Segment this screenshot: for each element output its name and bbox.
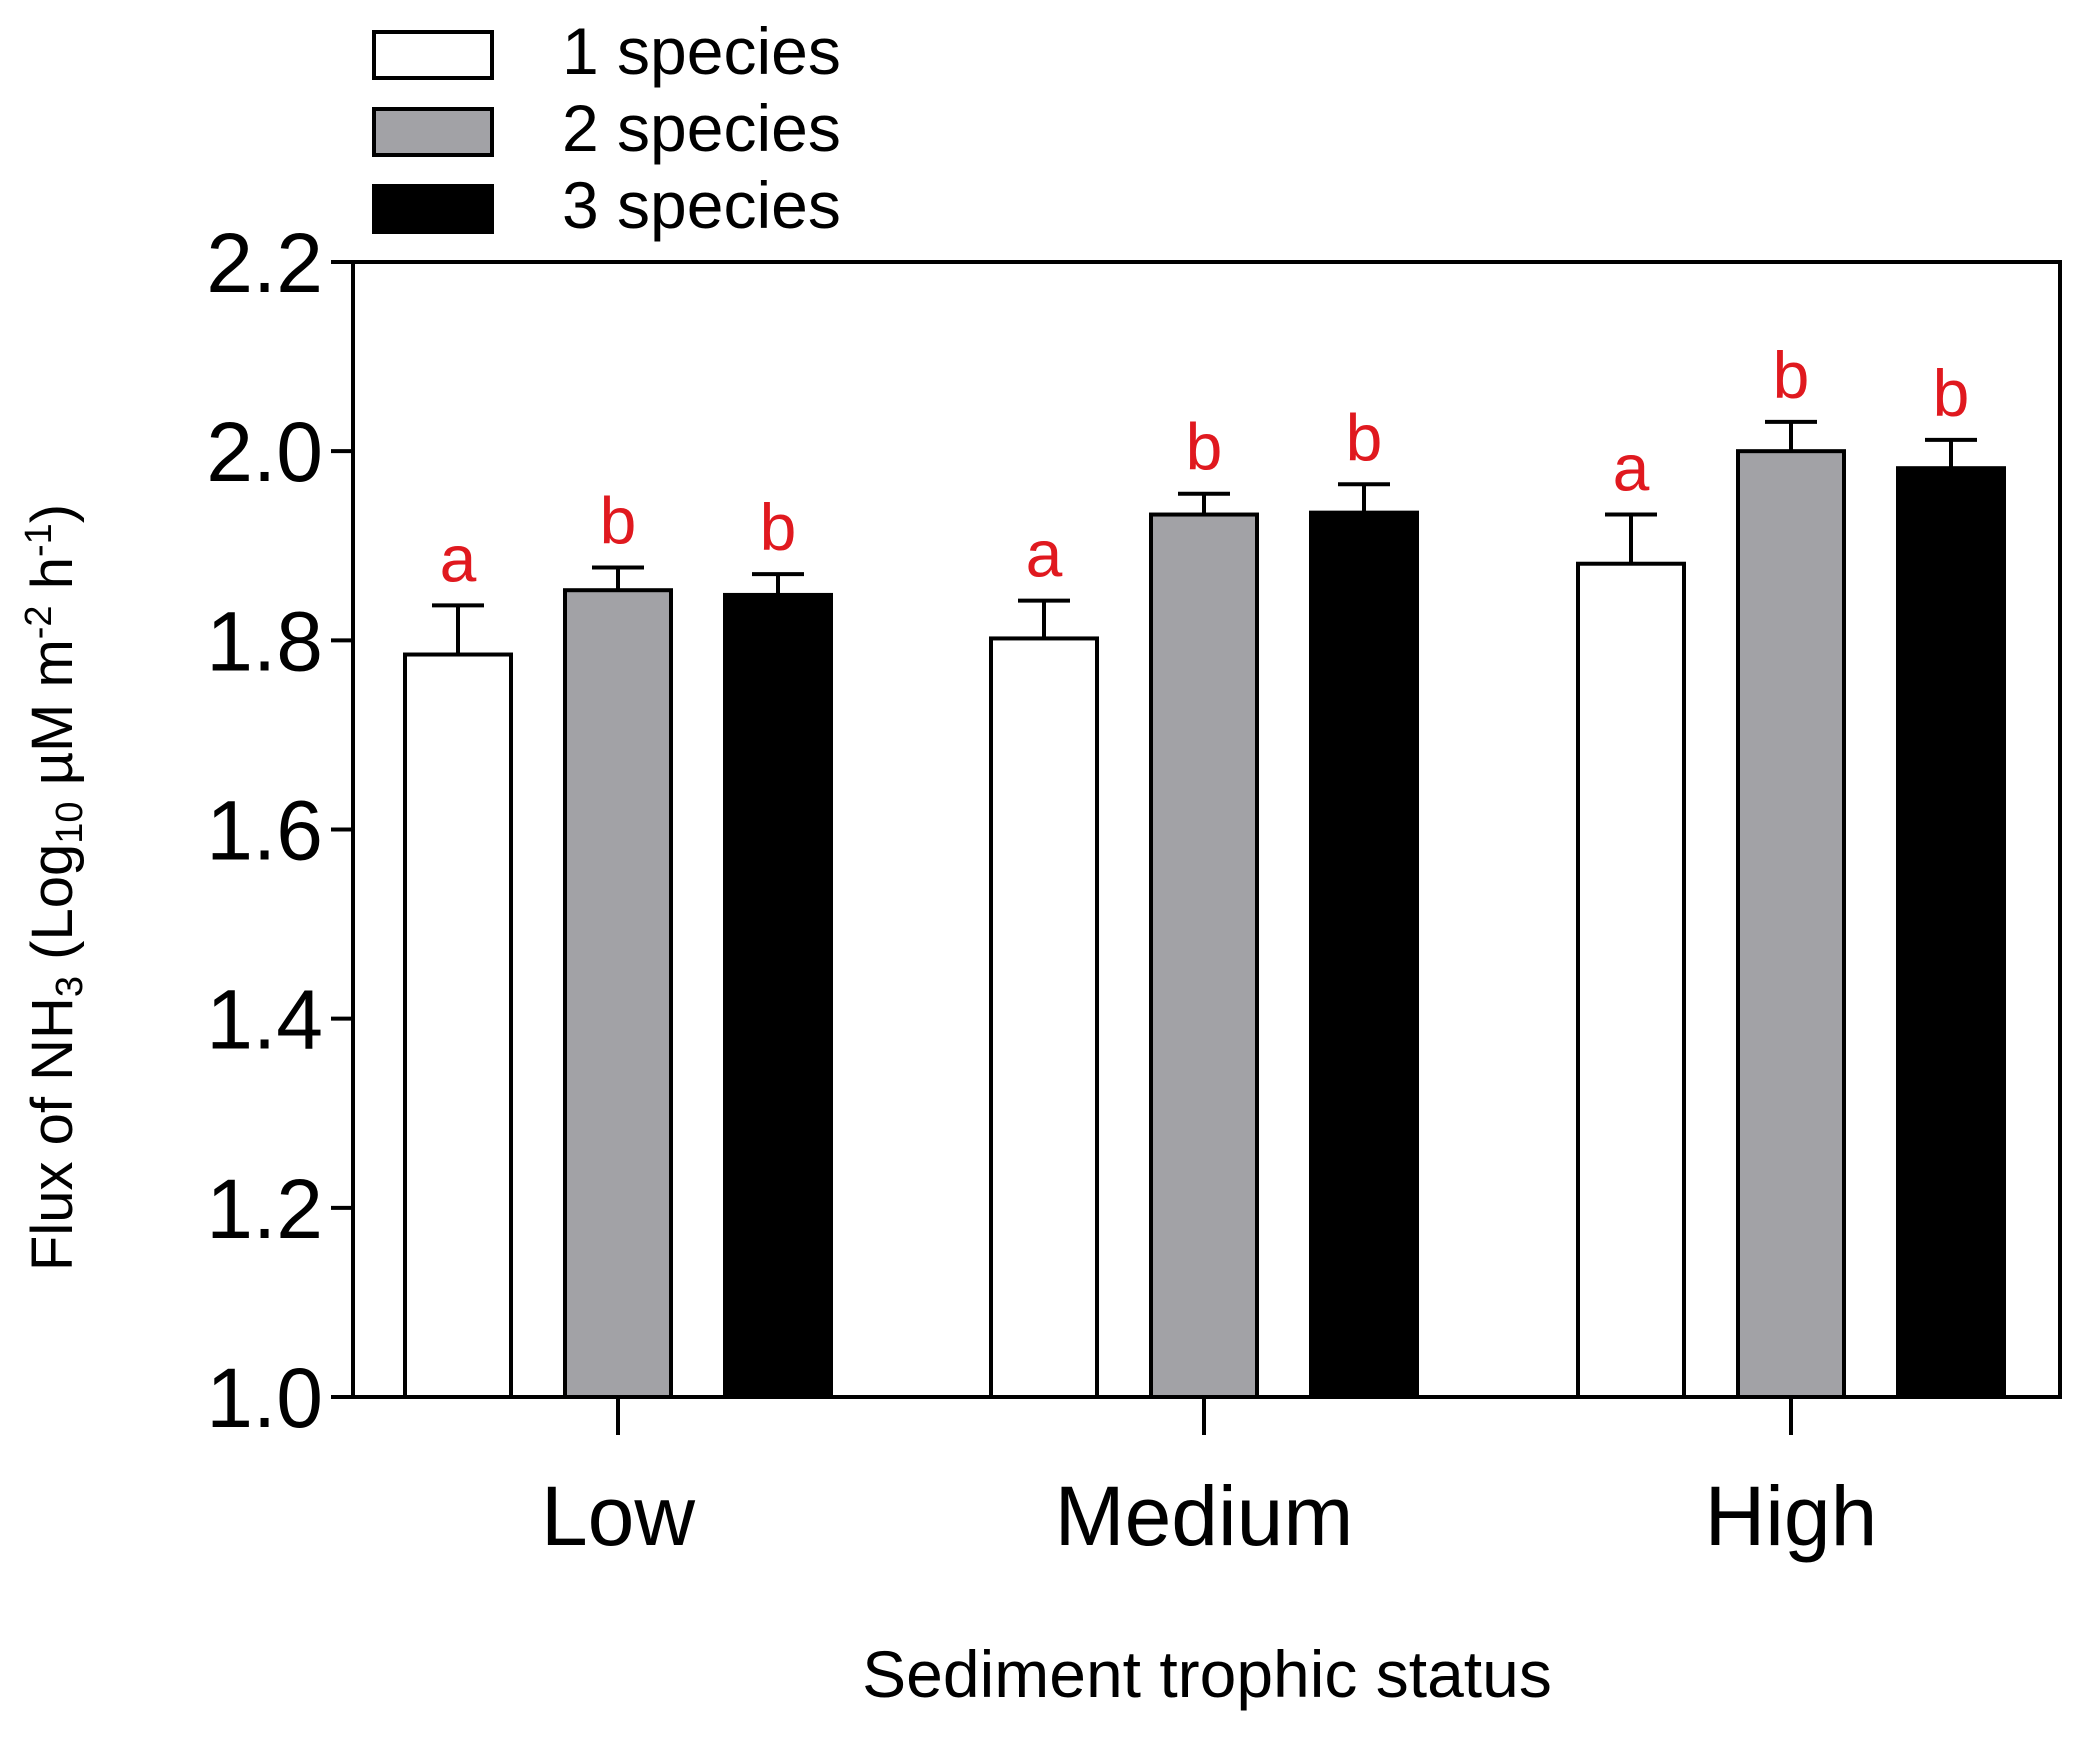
bar (989, 636, 1099, 1399)
y-axis-title-part: µM m (20, 639, 85, 801)
bar (723, 592, 833, 1399)
legend-swatch (372, 30, 494, 80)
significance-letter: a (1026, 517, 1063, 591)
significance-letter: b (1933, 356, 1970, 430)
significance-letter: b (1773, 338, 1810, 412)
y-axis-title-part: 3 (49, 976, 91, 997)
significance-letter: b (760, 490, 797, 564)
y-axis-title-part: -1 (18, 523, 60, 557)
y-tick-label: 1.8 (206, 594, 323, 688)
x-tick-label: High (1705, 1469, 1878, 1563)
bar (1736, 449, 1846, 1399)
x-tick-label: Low (541, 1469, 695, 1563)
bar (1576, 561, 1686, 1399)
x-axis: Low Medium High (541, 1397, 1877, 1563)
y-axis: 1.0 1.2 1.4 1.6 1.8 2.0 2.2 (206, 216, 353, 1445)
significance-letter: b (1346, 400, 1383, 474)
significance-letter: a (440, 521, 477, 595)
y-axis-title-part: 10 (49, 802, 91, 844)
y-tick-label: 1.0 (206, 1351, 323, 1445)
y-axis-title-part: ) (20, 504, 85, 523)
x-axis-title: Sediment trophic status (862, 1637, 1552, 1711)
y-tick-label: 1.2 (206, 1162, 323, 1256)
bar (563, 588, 673, 1399)
bar (1896, 466, 2006, 1400)
y-axis-title-part: h (20, 557, 85, 605)
y-tick-label: 1.4 (206, 973, 323, 1067)
significance-letter: b (600, 484, 637, 558)
bar (1149, 512, 1259, 1399)
bars: a b b a b b a b b (403, 338, 2006, 1400)
y-axis-title-part: (Log (20, 844, 85, 976)
bar (1309, 510, 1419, 1399)
y-axis-title: Flux of NH3 (Log10 µM m-2 h-1) (18, 504, 90, 1271)
y-axis-title-part: -2 (18, 605, 60, 639)
plot-frame (351, 260, 2062, 1399)
legend-label: 2 species (562, 91, 841, 165)
significance-letter: a (1613, 431, 1650, 505)
y-tick-label: 2.0 (206, 405, 323, 499)
significance-letter: b (1186, 410, 1223, 484)
legend-label: 3 species (562, 168, 841, 242)
legend-swatch (372, 107, 494, 157)
y-tick-label: 2.2 (206, 216, 323, 310)
y-axis-title-part: Flux of NH (20, 997, 85, 1271)
bar (403, 652, 513, 1399)
y-tick-label: 1.6 (206, 784, 323, 878)
x-tick-label: Medium (1055, 1469, 1354, 1563)
legend-swatch (372, 184, 494, 234)
legend-label: 1 species (562, 14, 841, 88)
